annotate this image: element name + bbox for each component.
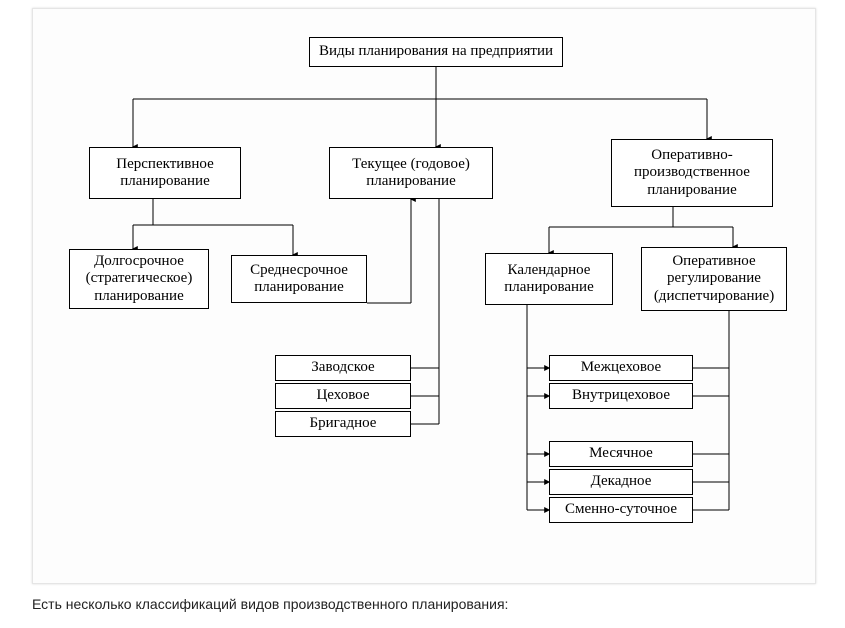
node-perspective: Перспективное планирование [89,147,241,199]
node-intershop: Межцеховое [549,355,693,381]
node-intrashop: Внутрицеховое [549,383,693,409]
node-shop: Цеховое [275,383,411,409]
page: Виды планирования на предприятии Перспект… [0,0,845,628]
node-operreg: Оперативное регулирование (диспетчирован… [641,247,787,311]
diagram-panel: Виды планирования на предприятии Перспект… [32,8,816,584]
node-shiftdaily: Сменно-суточное [549,497,693,523]
node-monthly: Месячное [549,441,693,467]
node-operprod: Оперативно- производственное планировани… [611,139,773,207]
node-longterm: Долгосрочное (стратегическое) планирован… [69,249,209,309]
caption-text: Есть несколько классификаций видов произ… [32,596,816,612]
node-midterm: Среднесрочное планирование [231,255,367,303]
node-calendar: Календарное планирование [485,253,613,305]
node-decade: Декадное [549,469,693,495]
node-factory: Заводское [275,355,411,381]
node-root: Виды планирования на предприятии [309,37,563,67]
node-current: Текущее (годовое) планирование [329,147,493,199]
node-brigade: Бригадное [275,411,411,437]
nodes-layer: Виды планирования на предприятии Перспект… [33,9,815,583]
